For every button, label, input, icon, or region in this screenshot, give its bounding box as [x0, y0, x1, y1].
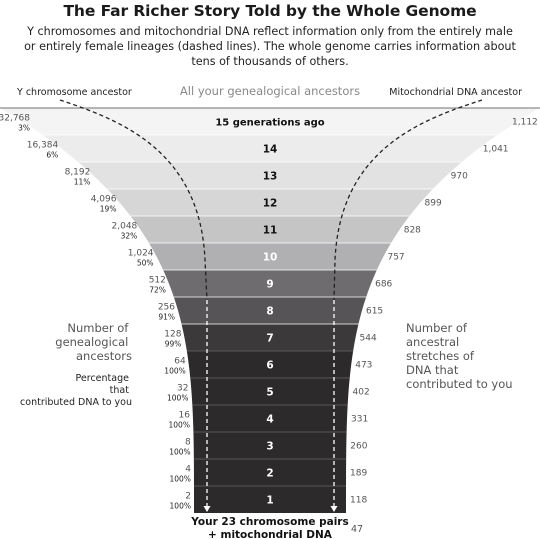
generation-label: 10 — [263, 252, 278, 264]
ancestor-count: 512 — [149, 276, 166, 286]
contribution-percent: 32% — [121, 232, 138, 241]
ancestor-count: 64 — [174, 357, 186, 367]
ancestor-count: 8 — [185, 438, 191, 448]
ancestor-count: 4 — [185, 465, 191, 475]
contribution-percent: 100% — [170, 502, 191, 511]
row-labels: 15 generations ago32,7683%1,1121416,3846… — [0, 114, 538, 511]
generation-label: 12 — [263, 198, 278, 210]
segment-count: 1,041 — [483, 145, 509, 155]
y-chromosome-ancestor-label: Y chromosome ancestor — [16, 87, 132, 98]
mitochondrial-dna-ancestor-label: Mitochondrial DNA ancestor — [389, 87, 522, 98]
segment-count: 615 — [366, 307, 383, 317]
generation-label: 11 — [263, 225, 278, 237]
ancestor-count: 2,048 — [112, 222, 138, 232]
generation-band — [107, 189, 433, 216]
contribution-percent: 3% — [18, 124, 30, 133]
generation-label: 7 — [266, 333, 273, 345]
ancestor-count: 256 — [158, 303, 175, 313]
generation-band — [193, 432, 347, 459]
segment-count: 260 — [350, 442, 367, 452]
generation-band — [193, 486, 347, 513]
generation-label: 15 generations ago — [215, 118, 324, 129]
generation-label: 14 — [263, 144, 278, 156]
all-ancestors-label: All your genealogical ancestors — [180, 84, 360, 98]
contribution-percent: 100% — [169, 475, 190, 484]
y-lineage-arrowhead — [203, 506, 211, 512]
segment-count: 189 — [350, 469, 367, 479]
generation-label: 13 — [263, 171, 278, 183]
ancestor-count: 32,768 — [0, 114, 30, 124]
page-title: The Far Richer Story Told by the Whole G… — [63, 2, 477, 20]
segment-count: 118 — [350, 496, 367, 506]
segment-count: 544 — [360, 334, 377, 344]
contribution-percent: 100% — [169, 421, 190, 430]
contribution-percent: 99% — [165, 340, 182, 349]
ancestor-count: 4,096 — [91, 195, 117, 205]
generation-label: 5 — [266, 387, 273, 399]
generation-label: 2 — [266, 468, 273, 480]
ancestor-count: 128 — [164, 330, 181, 340]
ancestor-count: 32 — [177, 384, 188, 394]
segment-count: 686 — [375, 280, 392, 290]
generation-band — [148, 243, 392, 270]
mitochondrial-dna-bottom-label: + mitochondrial DNA — [208, 529, 333, 539]
bottom-segment-count: 47 — [351, 524, 363, 535]
generation-band — [193, 459, 347, 486]
chromosome-pairs-label: Your 23 chromosome pairs — [190, 516, 349, 528]
generation-label: 3 — [266, 441, 273, 453]
contribution-percent: 100% — [169, 448, 190, 457]
contribution-percent: 72% — [149, 286, 166, 295]
contribution-percent: 50% — [137, 259, 154, 268]
contribution-percent: 19% — [100, 205, 117, 214]
ancestor-count: 1,024 — [128, 249, 154, 259]
mito-lineage-arrowhead — [330, 506, 338, 512]
ancestor-count: 8,192 — [65, 168, 91, 178]
generation-band — [173, 297, 367, 324]
mito-lineage-dashed-line — [333, 99, 483, 301]
contribution-percent: 100% — [164, 367, 185, 376]
contributed-percentage-label: Percentage that contributed DNA to you — [20, 373, 132, 408]
contribution-percent: 91% — [158, 313, 175, 322]
segment-count: 1,112 — [512, 118, 538, 128]
segment-count: 331 — [351, 415, 368, 425]
contribution-percent: 11% — [74, 178, 91, 187]
generation-bands — [0, 108, 540, 513]
generation-band — [186, 351, 354, 378]
generation-label: 4 — [266, 414, 273, 426]
page-subtitle: Y chromosomes and mitochondrial DNA refl… — [24, 25, 516, 68]
ancestor-count: 16,384 — [27, 141, 59, 151]
ancestor-count: 2 — [185, 492, 191, 502]
segment-count: 473 — [355, 361, 372, 371]
segment-count: 757 — [387, 253, 404, 263]
generation-label: 8 — [266, 306, 273, 318]
band-dividers — [0, 107, 540, 487]
segment-count: 899 — [425, 199, 442, 209]
contribution-percent: 100% — [167, 394, 188, 403]
generation-label: 9 — [266, 279, 273, 291]
ancestor-count: 16 — [179, 411, 191, 421]
lineage-dashed-lines — [59, 99, 483, 512]
segment-count: 402 — [353, 388, 370, 398]
segment-count: 828 — [404, 226, 421, 236]
generation-band — [42, 135, 498, 162]
generation-band — [163, 270, 377, 297]
genealogical-ancestors-title: Number of genealogical ancestors — [55, 321, 132, 363]
generation-label: 6 — [266, 360, 273, 372]
generation-band — [190, 378, 350, 405]
generation-label: 1 — [266, 495, 273, 507]
segment-count: 970 — [451, 172, 468, 182]
generation-band — [192, 405, 348, 432]
ancestral-stretches-title: Number of ancestral stretches of DNA tha… — [406, 321, 513, 391]
contribution-percent: 6% — [46, 151, 58, 160]
generation-band — [181, 324, 359, 351]
generation-band — [0, 108, 540, 135]
